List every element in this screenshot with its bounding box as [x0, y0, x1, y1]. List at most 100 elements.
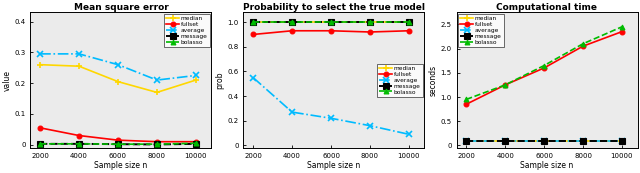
Line: message: message	[463, 138, 625, 144]
bolasso	[288, 21, 296, 23]
average	[579, 140, 587, 142]
Y-axis label: prob: prob	[216, 71, 225, 89]
median	[153, 91, 161, 93]
bolasso	[327, 21, 335, 23]
message	[153, 143, 161, 145]
median	[579, 140, 587, 142]
Line: median: median	[37, 62, 199, 95]
median	[366, 21, 374, 23]
average	[76, 53, 83, 55]
message	[327, 21, 335, 23]
Title: Probability to select the true model: Probability to select the true model	[243, 2, 425, 11]
median	[192, 79, 200, 81]
fullset	[250, 33, 257, 35]
median	[250, 21, 257, 23]
message	[250, 21, 257, 23]
bolasso	[540, 65, 548, 67]
average	[153, 79, 161, 81]
fullset	[114, 139, 122, 141]
fullset	[192, 141, 200, 143]
median	[36, 64, 44, 66]
X-axis label: Sample size n: Sample size n	[520, 162, 573, 171]
Line: average: average	[463, 138, 625, 144]
fullset	[327, 30, 335, 32]
average	[501, 140, 509, 142]
average	[114, 64, 122, 66]
Title: Computational time: Computational time	[497, 2, 598, 11]
fullset	[405, 30, 413, 32]
message	[366, 21, 374, 23]
average	[250, 77, 257, 79]
bolasso	[405, 21, 413, 23]
message	[76, 143, 83, 145]
Line: median: median	[463, 138, 625, 144]
message	[114, 143, 122, 145]
bolasso	[579, 43, 587, 45]
median	[327, 21, 335, 23]
Line: average: average	[250, 75, 412, 137]
bolasso	[501, 84, 509, 86]
Line: bolasso: bolasso	[251, 20, 412, 25]
message	[288, 21, 296, 23]
Line: bolasso: bolasso	[464, 24, 625, 102]
message	[462, 140, 470, 142]
message	[36, 143, 44, 145]
median	[462, 140, 470, 142]
Legend: median, fullset, average, message, bolasso: median, fullset, average, message, bolas…	[377, 63, 422, 97]
Line: message: message	[250, 19, 412, 25]
fullset	[462, 103, 470, 105]
message	[618, 140, 626, 142]
median	[405, 21, 413, 23]
Legend: median, fullset, average, message, bolasso: median, fullset, average, message, bolas…	[458, 14, 504, 47]
average	[366, 125, 374, 127]
median	[540, 140, 548, 142]
Line: fullset: fullset	[464, 29, 625, 107]
bolasso	[153, 143, 161, 145]
Title: Mean square error: Mean square error	[74, 2, 168, 11]
fullset	[76, 134, 83, 136]
bolasso	[114, 143, 122, 145]
Line: message: message	[37, 141, 199, 148]
average	[327, 117, 335, 119]
average	[192, 74, 200, 76]
X-axis label: Sample size n: Sample size n	[307, 162, 360, 171]
bolasso	[36, 143, 44, 145]
Y-axis label: value: value	[3, 70, 12, 91]
bolasso	[76, 143, 83, 145]
X-axis label: Sample size n: Sample size n	[94, 162, 147, 171]
average	[36, 53, 44, 55]
Line: fullset: fullset	[251, 28, 412, 37]
average	[405, 133, 413, 135]
median	[114, 81, 122, 83]
message	[540, 140, 548, 142]
Y-axis label: seconds: seconds	[429, 65, 438, 96]
fullset	[579, 45, 587, 47]
fullset	[540, 67, 548, 69]
median	[618, 140, 626, 142]
Legend: median, fullset, average, message, bolasso: median, fullset, average, message, bolas…	[164, 14, 210, 47]
Line: bolasso: bolasso	[38, 141, 198, 147]
bolasso	[618, 26, 626, 28]
message	[405, 21, 413, 23]
message	[579, 140, 587, 142]
average	[618, 140, 626, 142]
fullset	[618, 31, 626, 33]
fullset	[501, 84, 509, 86]
median	[288, 21, 296, 23]
Line: median: median	[250, 19, 412, 25]
fullset	[36, 127, 44, 129]
average	[540, 140, 548, 142]
Line: fullset: fullset	[38, 125, 198, 144]
bolasso	[462, 98, 470, 101]
fullset	[153, 141, 161, 143]
message	[192, 143, 200, 145]
median	[501, 140, 509, 142]
message	[501, 140, 509, 142]
median	[76, 65, 83, 67]
fullset	[288, 30, 296, 32]
bolasso	[192, 142, 200, 144]
fullset	[366, 31, 374, 33]
Line: average: average	[37, 51, 199, 83]
bolasso	[250, 21, 257, 23]
average	[288, 111, 296, 113]
